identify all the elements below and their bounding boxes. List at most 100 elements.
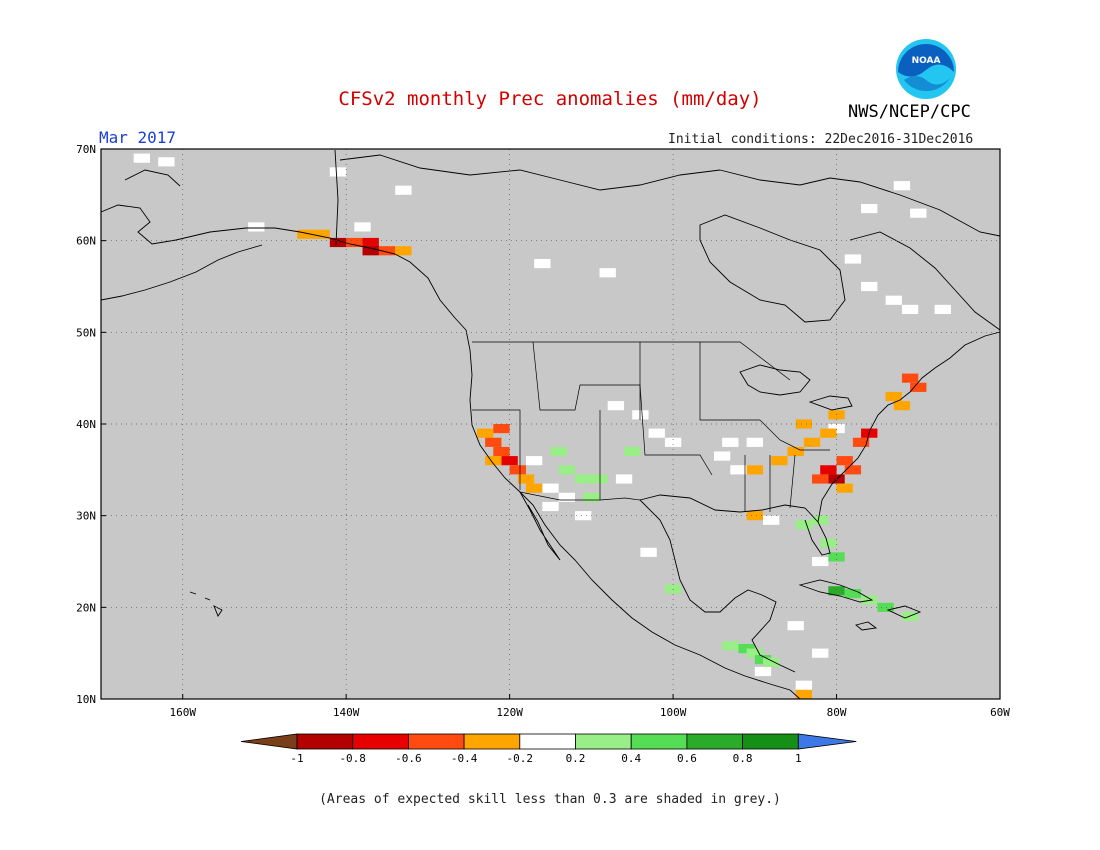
neutral-cell [746, 437, 763, 447]
anomaly-cell [746, 511, 763, 521]
neutral-cell [844, 254, 862, 264]
neutral-cell [615, 474, 633, 484]
colorbar-tick-label: 0.4 [621, 752, 641, 765]
anomaly-cell [313, 229, 330, 239]
colorbar-tick-label: 0.6 [677, 752, 697, 765]
anomaly-cell [346, 237, 363, 248]
anomaly-cell [803, 437, 821, 447]
neutral-cell [893, 181, 911, 191]
colorbar-bin [575, 733, 632, 750]
colorbar: -1 -0.8 -0.6 -0.4 -0.2 0.2 0.4 0.6 0.8 1 [240, 733, 857, 765]
neutral-cell [828, 424, 845, 434]
colorbar-bin [463, 733, 521, 750]
neutral-cell [787, 621, 804, 631]
neutral-cell [558, 492, 576, 502]
anomaly-cell [812, 474, 829, 484]
colorbar-tick-label: -0.2 [507, 752, 534, 765]
lat-tick-label: 30N [76, 510, 96, 523]
colorbar-tick-label: 0.8 [733, 752, 753, 765]
anomaly-cell [795, 520, 813, 530]
longitude-labels: 160W 140W 120W 100W 80W 60W [169, 694, 1010, 719]
map-background [101, 149, 1000, 699]
arctic-islands-coast [719, 169, 1001, 237]
neutral-cell [632, 410, 649, 420]
anomaly-cell [828, 552, 845, 562]
colorbar-tick-label: -0.6 [395, 752, 422, 765]
forecast-month: Mar 2017 [99, 128, 177, 147]
anomaly-cell [836, 483, 853, 493]
colorbar-bin [407, 733, 465, 750]
anomaly-cell [591, 474, 608, 484]
colorbar-bin [296, 733, 354, 750]
neutral-cell [861, 281, 878, 292]
neutral-anomaly-layer [133, 153, 951, 690]
lat-tick-label: 70N [76, 143, 96, 156]
lon-tick-label: 60W [990, 706, 1010, 719]
latitude-labels: 70N 60N 50N 40N 30N 20N 10N [76, 143, 106, 706]
anomaly-cell [493, 446, 510, 457]
anomaly-cell [362, 246, 379, 256]
anomaly-cell [844, 465, 862, 475]
great-lakes [739, 364, 811, 396]
neutral-cell [395, 185, 412, 195]
colorbar-above-arrow [797, 733, 857, 750]
noaa-logo: NOAA [896, 39, 956, 99]
colorbar-bin [742, 733, 799, 750]
cuba-coast [798, 579, 874, 603]
lon-tick-label: 160W [169, 706, 196, 719]
anomaly-cell [575, 474, 592, 484]
agency-label: NWS/NCEP/CPC [848, 102, 971, 122]
lake-erie [808, 395, 853, 411]
anomaly-cell [910, 382, 927, 392]
anomaly-cell [583, 492, 600, 502]
anomaly-cell [836, 456, 853, 466]
colorbar-bins [240, 733, 857, 750]
neutral-cell [713, 451, 731, 461]
anomaly-cell [624, 446, 641, 457]
anomaly-cell [485, 456, 502, 466]
chart-title: CFSv2 monthly Prec anomalies (mm/day) [338, 88, 762, 110]
alaska-coast [100, 204, 467, 331]
state-lines-east [744, 419, 830, 512]
lon-tick-label: 100W [660, 706, 687, 719]
colorbar-below-arrow [240, 733, 298, 750]
anomaly-cell [746, 465, 763, 475]
anomaly-cell [329, 237, 347, 248]
lat-tick-label: 50N [76, 326, 96, 339]
anomaly-cell [844, 589, 862, 599]
neutral-cell [542, 483, 559, 493]
colorbar-tick-label: -1 [290, 752, 303, 765]
anomaly-cell [762, 657, 780, 667]
neutral-cell [354, 222, 371, 232]
neutral-cell [648, 428, 665, 438]
neutral-cell [885, 295, 902, 305]
lon-tick-label: 80W [827, 706, 847, 719]
political-borders [472, 341, 830, 512]
hispaniola-coast [886, 605, 922, 619]
neutral-cell [158, 157, 175, 167]
arctic-coast [339, 154, 721, 191]
neutral-cell [664, 437, 682, 447]
colorbar-tick-label: -0.4 [451, 752, 478, 765]
alaska-canada-border [334, 149, 339, 246]
colorbar-tick-label: -0.8 [339, 752, 366, 765]
neutral-cell [934, 304, 951, 314]
lon-tick-label: 120W [496, 706, 523, 719]
logo-wave [904, 76, 950, 92]
anomaly-cell [517, 474, 535, 484]
neutral-cell [640, 547, 657, 557]
lon-tick-label: 140W [333, 706, 360, 719]
anomaly-cell [795, 689, 813, 699]
neutral-cell [910, 208, 927, 218]
neutral-cell [607, 401, 625, 411]
neutral-cell [812, 648, 829, 658]
neutral-cell [762, 515, 780, 525]
neutral-cell [730, 465, 747, 475]
bering-coast [124, 169, 181, 187]
neutral-cell [861, 204, 878, 214]
logo-sky [898, 44, 954, 77]
aleutian-coast [100, 244, 263, 301]
anomaly-cell [485, 437, 502, 447]
anomaly-cell [812, 515, 829, 525]
jamaica-coast [855, 621, 878, 631]
